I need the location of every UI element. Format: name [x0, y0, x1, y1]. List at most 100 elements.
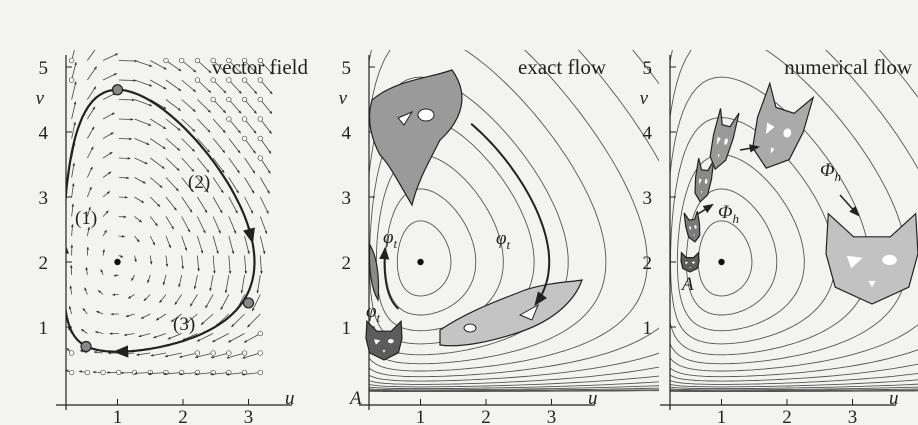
- field-arrow: [213, 236, 218, 254]
- field-dot: [227, 117, 232, 122]
- x-tick-label: 2: [481, 407, 491, 425]
- field-dot: [211, 351, 216, 356]
- annotation: Φh: [718, 202, 739, 226]
- annotation: φt: [366, 301, 381, 325]
- field-arrow: [197, 217, 205, 233]
- field-arrow: [213, 178, 223, 193]
- cat: [692, 158, 714, 203]
- flow-arrow: [471, 124, 549, 304]
- field-arrow: [150, 217, 157, 226]
- field-arrow: [150, 158, 164, 169]
- field-arrow: [141, 314, 150, 318]
- annotation-text: φ: [383, 227, 394, 248]
- field-arrow: [101, 270, 103, 275]
- field-arrow: [245, 80, 257, 94]
- field-dot: [242, 97, 247, 102]
- annotation-subscript: h: [732, 211, 739, 226]
- field-arrow: [197, 80, 210, 92]
- field-arrow: [166, 178, 178, 191]
- field-arrow: [150, 80, 166, 89]
- field-arrow: [182, 197, 192, 212]
- field-arrow: [213, 119, 225, 133]
- field-arrow: [226, 275, 229, 293]
- field-dot: [258, 331, 263, 336]
- flowed-set: [370, 70, 462, 205]
- field-arrow: [182, 236, 187, 250]
- field-arrow: [197, 61, 211, 73]
- annotation: A: [680, 274, 694, 295]
- field-arrow: [213, 217, 220, 234]
- y-tick-label: 1: [39, 318, 49, 339]
- y-tick-label: 5: [643, 58, 653, 79]
- field-dot: [179, 58, 184, 63]
- cat-head: [684, 211, 702, 243]
- field-arrow: [150, 236, 155, 245]
- field-arrow: [190, 295, 197, 307]
- field-arrow: [182, 61, 196, 72]
- field-arrow: [123, 353, 135, 354]
- y-tick-label: 4: [39, 123, 49, 144]
- field-arrow: [103, 73, 117, 80]
- x-tick-label: 3: [244, 407, 254, 425]
- field-arrow: [213, 256, 214, 274]
- field-arrow: [197, 119, 210, 132]
- hole: [464, 324, 476, 332]
- field-arrow: [81, 329, 87, 333]
- field-arrow: [135, 197, 144, 203]
- y-tick-label: 2: [643, 253, 653, 274]
- field-arrow: [119, 61, 137, 62]
- field-arrow: [72, 82, 76, 100]
- annotation-subscript: t: [394, 236, 398, 251]
- field-arrow: [85, 288, 88, 295]
- field-dot: [258, 117, 263, 122]
- cat-eye: [388, 339, 394, 343]
- annotation-text: (1): [75, 208, 97, 229]
- panel-title: vector field: [212, 55, 309, 79]
- field-arrow: [103, 230, 106, 236]
- field-arrow: [175, 295, 182, 305]
- y-tick-label: 1: [342, 318, 352, 339]
- annotation-subscript: t: [507, 237, 511, 252]
- x-axis-label: u: [588, 388, 598, 409]
- field-dot: [69, 78, 74, 83]
- cat-head: [681, 253, 699, 272]
- annotation-text: (3): [173, 314, 195, 335]
- field-arrow: [163, 275, 166, 285]
- y-tick-label: 3: [342, 188, 352, 209]
- field-arrow: [97, 311, 103, 314]
- field-arrow: [137, 353, 151, 355]
- x-tick-label: 1: [416, 407, 426, 425]
- field-arrow: [245, 119, 256, 133]
- field-arrow: [229, 217, 236, 234]
- field-arrow: [182, 158, 194, 172]
- field-arrow: [119, 100, 135, 101]
- field-arrow: [135, 119, 151, 125]
- field-dot: [258, 370, 263, 375]
- cat: [826, 214, 918, 304]
- field-arrow: [87, 127, 94, 139]
- field-arrow: [72, 184, 74, 197]
- field-arrow: [260, 236, 264, 254]
- field-arrow: [260, 100, 272, 114]
- field-arrow: [83, 308, 87, 314]
- field-arrow: [150, 256, 151, 265]
- field-arrow: [213, 334, 229, 342]
- field-dot: [85, 370, 90, 375]
- field-dot: [227, 97, 232, 102]
- x-tick-label: 1: [113, 407, 123, 425]
- field-arrow: [165, 353, 182, 356]
- panel-title: exact flow: [518, 55, 607, 79]
- field-arrow: [119, 256, 123, 258]
- field-arrow: [197, 256, 198, 272]
- figure: 12345123uvvector field(1)(2)(3)12345123u…: [0, 0, 918, 425]
- field-arrow: [245, 178, 254, 194]
- annotation: φt: [496, 228, 511, 252]
- field-arrow: [244, 334, 260, 343]
- field-arrow: [180, 353, 198, 357]
- field-arrow: [126, 314, 134, 317]
- field-arrow: [229, 100, 241, 114]
- field-arrow: [156, 314, 166, 320]
- field-arrow: [260, 139, 271, 154]
- field-arrow: [72, 62, 76, 80]
